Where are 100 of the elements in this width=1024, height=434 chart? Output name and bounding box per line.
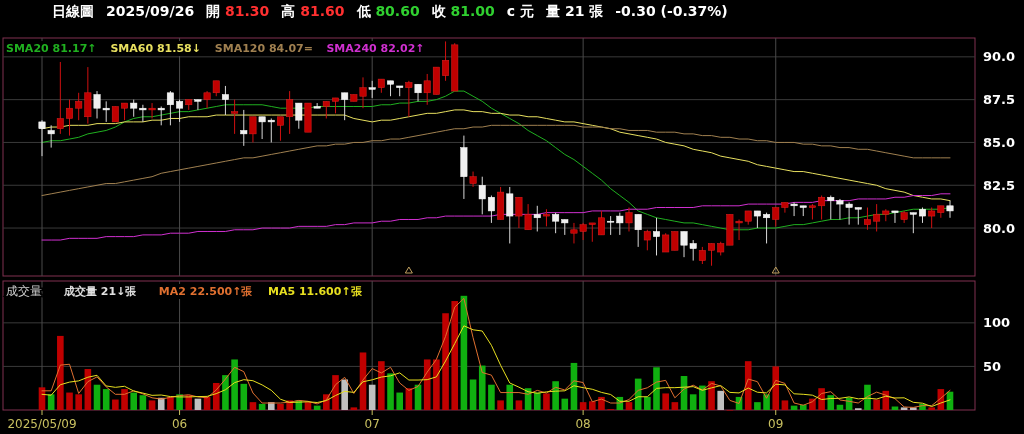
y-tick-label: 90.0	[983, 49, 1016, 65]
candlestick	[286, 90, 294, 135]
candlestick	[533, 205, 541, 232]
bar	[478, 365, 486, 410]
candlestick	[552, 212, 560, 234]
bar	[442, 313, 449, 410]
bar	[497, 400, 504, 410]
bar	[341, 379, 348, 410]
line-series	[41, 124, 951, 197]
bar	[653, 367, 660, 410]
bar	[75, 394, 82, 410]
text: SMA120 84.07=	[214, 42, 313, 55]
candlestick	[708, 242, 715, 267]
x-tick-label: 09	[768, 417, 784, 431]
text: SMA240 82.02↑	[326, 42, 425, 55]
bar	[772, 366, 780, 410]
bar	[781, 400, 789, 410]
candlestick	[873, 203, 881, 232]
y-tick-label: 50	[983, 358, 1002, 374]
bar	[387, 373, 394, 410]
bar	[754, 402, 761, 410]
bar	[57, 335, 64, 410]
bar	[93, 384, 101, 410]
bar	[433, 359, 440, 410]
bar	[240, 383, 248, 410]
candlestick	[166, 90, 174, 126]
bar	[708, 381, 715, 410]
line-series	[41, 193, 951, 241]
text: 量 21 張	[545, 3, 605, 19]
candlestick	[643, 229, 651, 251]
bar	[543, 393, 550, 410]
bar	[561, 398, 569, 410]
candlestick	[909, 212, 917, 234]
candlestick	[148, 102, 156, 119]
chart-title: 成交量	[6, 284, 42, 298]
y-tick-label: 85.0	[983, 135, 1016, 150]
text: MA5 11.600↑張	[268, 285, 363, 298]
candlestick	[864, 207, 871, 231]
bar	[148, 400, 156, 410]
candlestick	[469, 171, 477, 188]
candlestick	[946, 200, 954, 219]
bar	[258, 403, 266, 410]
candlestick	[616, 212, 624, 236]
candlestick	[221, 85, 229, 116]
text: 高 81.60	[281, 3, 345, 19]
bar	[249, 402, 257, 410]
bar	[717, 390, 725, 410]
bar	[928, 407, 935, 410]
candlestick	[405, 80, 413, 118]
bar	[139, 395, 147, 410]
candlestick	[176, 99, 184, 123]
bar	[579, 402, 587, 410]
candlestick	[56, 61, 64, 135]
candlestick	[341, 92, 349, 121]
candlestick	[277, 116, 284, 142]
candlestick	[818, 195, 826, 220]
y-tick-label: 80.0	[983, 220, 1016, 236]
bar	[873, 399, 880, 410]
text: 2025/09/26	[106, 3, 195, 19]
candlestick	[607, 215, 615, 236]
x-tick-label: 08	[575, 417, 591, 431]
candlestick	[249, 116, 257, 143]
candlestick	[423, 73, 431, 106]
bar	[864, 384, 871, 410]
candlestick	[157, 105, 165, 126]
bar	[827, 395, 835, 410]
text: 成交量 21↓張	[63, 285, 138, 298]
text: 開 81.30	[206, 3, 270, 19]
chart-title: 日線圖	[52, 3, 94, 19]
bar	[368, 384, 376, 410]
candlestick	[442, 40, 450, 82]
bar	[451, 301, 459, 410]
bar	[350, 407, 358, 410]
bar	[533, 392, 541, 410]
y-tick-label: 82.5	[983, 177, 1016, 193]
candlestick	[598, 210, 605, 236]
candlestick	[295, 102, 303, 130]
bar	[515, 400, 523, 410]
candlestick	[653, 217, 660, 256]
bar	[231, 359, 238, 410]
bar	[689, 394, 697, 410]
line-series	[41, 325, 951, 408]
bar	[488, 384, 495, 410]
bar	[112, 399, 119, 410]
bar	[625, 402, 633, 410]
text: 收 81.00	[431, 3, 496, 19]
candlestick	[891, 210, 899, 224]
candlestick	[478, 176, 486, 215]
line-series	[41, 297, 951, 408]
bar	[744, 361, 752, 410]
bar	[102, 389, 110, 410]
bar	[589, 401, 596, 410]
bar	[277, 403, 284, 410]
bar	[167, 396, 174, 410]
bar	[121, 389, 128, 410]
bar	[378, 361, 385, 410]
bar	[469, 379, 477, 410]
candlestick	[414, 83, 422, 102]
text: MA2 22.500↑張	[158, 285, 254, 298]
candlestick	[231, 99, 239, 135]
